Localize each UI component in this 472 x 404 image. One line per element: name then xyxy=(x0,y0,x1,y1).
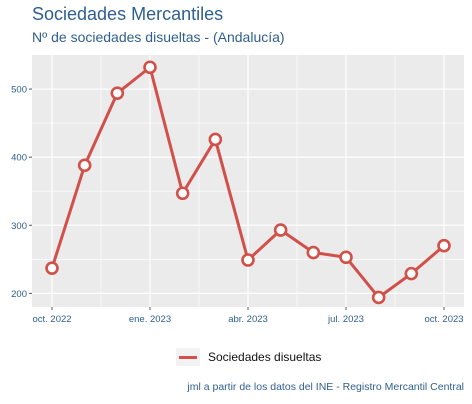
data-point xyxy=(273,223,288,237)
data-point xyxy=(371,290,386,305)
data-point xyxy=(306,245,321,260)
data-point xyxy=(437,238,451,253)
chart-title: Sociedades Mercantiles xyxy=(32,4,224,24)
source-caption: jml a partir de los datos del INE - Regi… xyxy=(187,381,464,393)
legend: Sociedades disueltas xyxy=(176,348,321,366)
x-tick-label: oct. 2023 xyxy=(424,314,463,325)
data-point xyxy=(143,60,157,75)
y-tick-label: 300 xyxy=(11,221,27,232)
data-point xyxy=(241,253,255,267)
data-point xyxy=(175,186,190,201)
data-point xyxy=(208,132,223,147)
data-point xyxy=(77,158,92,173)
y-tick-label: 200 xyxy=(11,289,27,300)
legend-key xyxy=(176,348,200,366)
data-point xyxy=(404,266,419,281)
x-tick-label: jul. 2023 xyxy=(327,314,364,325)
x-tick-label: ene. 2023 xyxy=(129,314,171,325)
data-point xyxy=(45,261,59,275)
y-tick-label: 500 xyxy=(11,85,27,96)
x-tick-label: oct. 2022 xyxy=(32,314,71,325)
data-point xyxy=(110,86,125,100)
x-tick-label: abr. 2023 xyxy=(228,314,268,325)
legend-line-swatch xyxy=(179,356,197,359)
legend-label: Sociedades disueltas xyxy=(208,350,322,364)
chart-subtitle: Nº de sociedades disueltas - (Andalucía) xyxy=(32,29,285,45)
data-point xyxy=(339,250,353,265)
y-tick-label: 400 xyxy=(11,153,27,164)
